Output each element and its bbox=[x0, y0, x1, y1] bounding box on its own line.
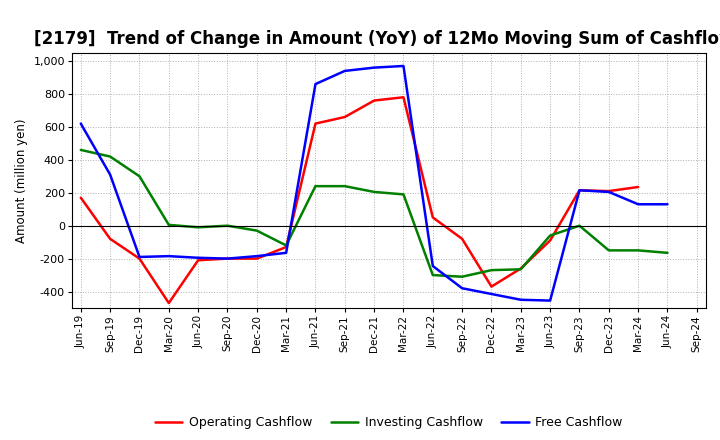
Free Cashflow bbox=[223, 256, 232, 261]
Operating Cashflow bbox=[605, 188, 613, 194]
Free Cashflow bbox=[194, 255, 202, 260]
Investing Cashflow bbox=[428, 272, 437, 278]
Operating Cashflow bbox=[341, 114, 349, 120]
Operating Cashflow bbox=[487, 284, 496, 289]
Free Cashflow bbox=[106, 172, 114, 177]
Operating Cashflow bbox=[546, 238, 554, 243]
Investing Cashflow bbox=[399, 192, 408, 197]
Legend: Operating Cashflow, Investing Cashflow, Free Cashflow: Operating Cashflow, Investing Cashflow, … bbox=[150, 411, 628, 434]
Investing Cashflow bbox=[164, 222, 173, 227]
Investing Cashflow bbox=[575, 223, 584, 228]
Investing Cashflow bbox=[76, 147, 85, 153]
Free Cashflow bbox=[605, 189, 613, 194]
Free Cashflow bbox=[399, 63, 408, 69]
Free Cashflow bbox=[428, 264, 437, 269]
Operating Cashflow bbox=[253, 256, 261, 261]
Y-axis label: Amount (million yen): Amount (million yen) bbox=[15, 118, 28, 242]
Investing Cashflow bbox=[194, 225, 202, 230]
Free Cashflow bbox=[253, 253, 261, 259]
Free Cashflow bbox=[282, 250, 290, 256]
Operating Cashflow bbox=[370, 98, 379, 103]
Operating Cashflow bbox=[458, 236, 467, 242]
Operating Cashflow bbox=[516, 266, 525, 271]
Free Cashflow bbox=[575, 187, 584, 193]
Free Cashflow bbox=[370, 65, 379, 70]
Investing Cashflow bbox=[311, 183, 320, 189]
Investing Cashflow bbox=[516, 267, 525, 272]
Operating Cashflow bbox=[311, 121, 320, 126]
Operating Cashflow bbox=[106, 236, 114, 242]
Operating Cashflow bbox=[194, 257, 202, 263]
Investing Cashflow bbox=[341, 183, 349, 189]
Operating Cashflow bbox=[282, 245, 290, 250]
Free Cashflow bbox=[487, 291, 496, 297]
Investing Cashflow bbox=[370, 189, 379, 194]
Investing Cashflow bbox=[634, 248, 642, 253]
Investing Cashflow bbox=[605, 248, 613, 253]
Line: Operating Cashflow: Operating Cashflow bbox=[81, 97, 638, 303]
Free Cashflow bbox=[76, 121, 85, 126]
Investing Cashflow bbox=[487, 268, 496, 273]
Operating Cashflow bbox=[164, 301, 173, 306]
Title: [2179]  Trend of Change in Amount (YoY) of 12Mo Moving Sum of Cashflows: [2179] Trend of Change in Amount (YoY) o… bbox=[34, 30, 720, 48]
Investing Cashflow bbox=[663, 250, 672, 256]
Operating Cashflow bbox=[399, 95, 408, 100]
Operating Cashflow bbox=[428, 215, 437, 220]
Investing Cashflow bbox=[106, 154, 114, 159]
Investing Cashflow bbox=[546, 233, 554, 238]
Investing Cashflow bbox=[458, 274, 467, 279]
Free Cashflow bbox=[164, 253, 173, 259]
Investing Cashflow bbox=[223, 223, 232, 228]
Operating Cashflow bbox=[223, 256, 232, 261]
Operating Cashflow bbox=[135, 256, 144, 261]
Operating Cashflow bbox=[76, 195, 85, 200]
Line: Investing Cashflow: Investing Cashflow bbox=[81, 150, 667, 277]
Free Cashflow bbox=[135, 254, 144, 260]
Free Cashflow bbox=[634, 202, 642, 207]
Free Cashflow bbox=[458, 286, 467, 291]
Operating Cashflow bbox=[634, 184, 642, 190]
Free Cashflow bbox=[663, 202, 672, 207]
Free Cashflow bbox=[311, 81, 320, 87]
Investing Cashflow bbox=[135, 174, 144, 179]
Investing Cashflow bbox=[253, 228, 261, 233]
Free Cashflow bbox=[341, 68, 349, 73]
Operating Cashflow bbox=[575, 187, 584, 193]
Line: Free Cashflow: Free Cashflow bbox=[81, 66, 667, 301]
Free Cashflow bbox=[516, 297, 525, 302]
Free Cashflow bbox=[546, 298, 554, 303]
Investing Cashflow bbox=[282, 243, 290, 248]
